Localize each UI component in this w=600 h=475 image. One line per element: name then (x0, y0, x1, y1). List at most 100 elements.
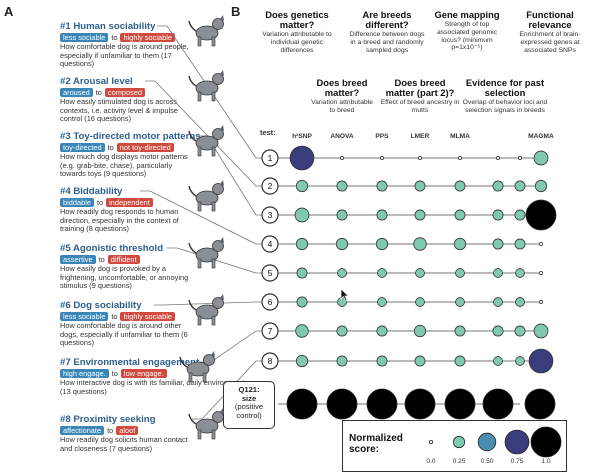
factor-title: #7 Environmental engagement (60, 357, 200, 368)
row-number-circle-2 (261, 177, 279, 195)
score-dot-r3-c8 (525, 199, 557, 231)
header-functional-relevance: Functional relevance Enrichment of brain… (519, 9, 581, 54)
scale-to-text: to (111, 33, 118, 42)
factor-title: #5 Agonistic threshold (60, 243, 164, 254)
scale-to-text: to (107, 426, 114, 435)
dog-illustration-icon (188, 294, 224, 326)
factor-scale: less sociable to highly sociable (60, 33, 200, 42)
dog-illustration-icon (188, 15, 224, 47)
score-dot-r7-c5 (454, 325, 466, 337)
factor-title: #6 Dog sociability (60, 300, 142, 311)
score-dot-r6-c7 (515, 297, 525, 307)
dog-illustration-icon (188, 180, 224, 212)
legend-tick-4: 0.75 (510, 458, 524, 465)
column-label-8: MAGMA (528, 133, 554, 140)
score-dot-r7-c8 (533, 323, 549, 339)
factor-description: How readily dog responds to human direct… (60, 207, 179, 234)
score-dot-r1-c6 (495, 155, 500, 160)
row-number-circle-4 (261, 235, 279, 253)
row-number-1: 1 (268, 153, 273, 163)
scale-to-text: to (95, 88, 102, 97)
row-number-7: 7 (268, 326, 273, 336)
factor-5: #5 Agonistic threshold assertive to diffide… (60, 243, 200, 291)
factor-7: #7 Environmental engagement high engage. t… (60, 357, 250, 396)
scale-low-pill: less sociable (60, 312, 109, 321)
row-number-circle-8 (261, 352, 279, 370)
score-dot-r5-c2 (337, 268, 347, 278)
factor-description: How easily stimulated dog is across cont… (60, 97, 178, 124)
legend-swatch-4 (504, 429, 530, 455)
score-dot-r7-c7 (514, 325, 526, 337)
factor-scale: high engage. to low engage. (60, 369, 250, 378)
panel-b-label: B (231, 4, 241, 19)
legend-swatch-5 (530, 426, 562, 458)
score-dot-r2-c8 (534, 179, 548, 193)
factor-3: #3 Toy-directed motor patterns toy-direct… (60, 131, 201, 179)
row-number-4: 4 (268, 239, 273, 249)
factor-scale: less sociable to highly sociable (60, 312, 200, 321)
row-number-circle-3 (261, 206, 279, 224)
scale-to-text: to (107, 143, 114, 152)
score-dot-r4-c7 (514, 238, 526, 250)
scale-high-pill: diffident (107, 255, 140, 264)
score-dot-r5-c4 (415, 268, 425, 278)
score-dot-r8-c6 (493, 356, 503, 366)
score-dot-r2-c1 (295, 179, 309, 193)
score-dot-r7-c3 (376, 325, 388, 337)
factor-8: #8 Proximity seeking affectionate to aloof H… (60, 414, 200, 453)
legend-tick-3: 0.50 (480, 458, 494, 465)
dog-illustration-icon (188, 125, 224, 157)
legend-swatch-2 (452, 435, 466, 449)
factor-scale: biddable to independent (60, 198, 200, 207)
score-dot-r3-c6 (492, 209, 504, 221)
header-past-selection: Evidence for past selection Overlap of b… (462, 77, 548, 114)
test-label: test: (260, 128, 276, 137)
factor-6: #6 Dog sociability less sociable to highly … (60, 300, 200, 348)
score-dot-r3-c2 (336, 209, 348, 221)
header-breeds-different: Are breeds different? Difference between… (349, 9, 425, 54)
score-dot-r4-c2 (335, 237, 349, 251)
score-dot-r5-c8 (539, 270, 544, 275)
score-dot-r1-c3 (379, 155, 384, 160)
legend-circles (429, 426, 562, 458)
control-dot-2 (326, 388, 358, 420)
score-dot-r3-c5 (454, 209, 466, 221)
score-dot-r2-c3 (376, 180, 388, 192)
panel-a-label: A (4, 4, 14, 19)
row-number-6: 6 (268, 297, 273, 307)
factor-1: #1 Human sociability less sociable to highl… (60, 21, 200, 69)
scale-high-pill: aloof (116, 426, 139, 435)
score-dot-r2-c4 (414, 180, 426, 192)
score-dot-r3-c4 (414, 209, 426, 221)
score-dot-r4-c3 (375, 237, 389, 251)
scale-low-pill: biddable (60, 198, 94, 207)
score-dot-r6-c5 (455, 297, 465, 307)
column-label-5: MLMA (450, 133, 470, 140)
score-dot-r2-c2 (336, 180, 348, 192)
score-dot-r4-c4 (413, 237, 427, 251)
score-dot-r8-c3 (376, 355, 388, 367)
legend-swatch-1 (429, 439, 434, 444)
row-number-circle-6 (261, 293, 279, 311)
scale-low-pill: toy-directed (60, 143, 105, 152)
scale-high-pill: not toy-directed (116, 143, 174, 152)
scale-to-text: to (111, 369, 118, 378)
score-dot-r6-c6 (493, 297, 503, 307)
score-dot-r4-c8 (539, 241, 544, 246)
factor-scale: affectionate to aloof (60, 426, 200, 435)
factor-description: How comfortable dog is around people, es… (60, 42, 189, 69)
header-breed-matter: Does breed matter? Variation attributabl… (311, 77, 373, 114)
column-label-2: ANOVA (330, 133, 354, 140)
factor-title: #3 Toy-directed motor patterns (60, 131, 201, 142)
column-label-3: PPS (375, 133, 389, 140)
scale-high-pill: low engage. (120, 369, 167, 378)
score-dot-r3-c1 (294, 207, 310, 223)
score-dot-r1-c5 (457, 155, 462, 160)
score-dot-r1-c2 (339, 155, 344, 160)
scale-low-pill: less sociable (60, 33, 109, 42)
factor-title: #2 Arousal level (60, 76, 133, 87)
score-dot-r5-c5 (455, 268, 465, 278)
control-dot-5 (444, 388, 476, 420)
control-dot-4 (404, 388, 436, 420)
scale-low-pill: assertive (60, 255, 96, 264)
